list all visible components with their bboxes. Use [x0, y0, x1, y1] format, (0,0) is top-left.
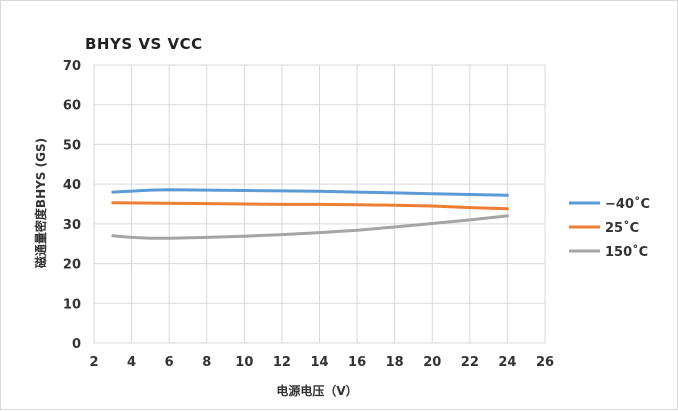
y-tick-labels: 0 10 20 30 40 50 60 70	[63, 59, 81, 352]
y-axis-label: 磁通量密度BHYS (GS)	[33, 138, 48, 269]
plot-area	[93, 64, 546, 344]
y-tick-label: 40	[63, 178, 81, 193]
x-tick-label: 6	[165, 355, 174, 370]
legend-label: 150˚C	[605, 244, 648, 260]
x-tick-label: 14	[310, 355, 328, 370]
legend: −40˚C 25˚C 150˚C	[569, 196, 650, 260]
series-line-1	[111, 201, 509, 211]
y-tick-label: 10	[63, 297, 81, 312]
legend-label: 25˚C	[605, 220, 639, 236]
y-tick-label: 50	[63, 138, 81, 153]
x-tick-label: 18	[386, 355, 404, 370]
y-tick-label: 30	[63, 218, 81, 233]
plot-border	[93, 64, 546, 344]
y-tick-label: 20	[63, 258, 81, 273]
series-lines	[111, 188, 509, 240]
series-line-0	[111, 188, 509, 197]
x-tick-labels: 2 4 6 8 10 12 14 16 18 20 22 24 26	[89, 355, 554, 370]
x-tick-label: 20	[423, 355, 441, 370]
y-tick-label: 0	[72, 337, 81, 352]
x-tick-label: 12	[273, 355, 291, 370]
x-axis-label: 电源电压（V）	[276, 383, 357, 398]
x-tick-label: 16	[348, 355, 366, 370]
legend-label: −40˚C	[605, 196, 650, 212]
x-tick-label: 26	[536, 355, 554, 370]
y-tick-label: 70	[63, 59, 81, 74]
x-tick-label: 2	[89, 355, 98, 370]
series-line-2	[111, 214, 509, 240]
x-tick-label: 8	[202, 355, 211, 370]
x-tick-label: 22	[461, 355, 479, 370]
y-tick-label: 60	[63, 99, 81, 114]
x-tick-label: 24	[498, 355, 516, 370]
x-tick-label: 10	[235, 355, 253, 370]
x-tick-label: 4	[127, 355, 136, 370]
chart-title: BHYS VS VCC	[85, 35, 203, 53]
